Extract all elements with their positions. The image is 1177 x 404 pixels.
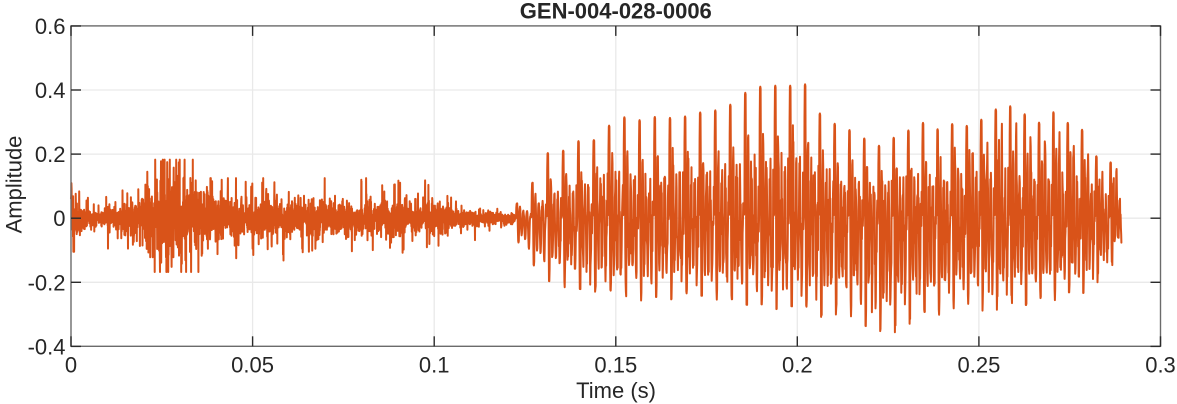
svg-text:Amplitude: Amplitude (1, 136, 26, 234)
svg-text:0.1: 0.1 (419, 352, 450, 377)
svg-text:0.05: 0.05 (231, 352, 274, 377)
svg-text:Time (s): Time (s) (576, 378, 656, 403)
svg-text:-0.4: -0.4 (28, 334, 66, 359)
svg-text:0.15: 0.15 (594, 352, 637, 377)
svg-text:0.2: 0.2 (35, 142, 66, 167)
svg-text:0.4: 0.4 (35, 78, 66, 103)
svg-text:0.25: 0.25 (957, 352, 1000, 377)
svg-text:0: 0 (53, 206, 65, 231)
svg-text:GEN-004-028-0006: GEN-004-028-0006 (520, 0, 712, 23)
svg-text:0.2: 0.2 (782, 352, 813, 377)
svg-text:0.6: 0.6 (35, 14, 66, 39)
svg-text:0: 0 (65, 352, 77, 377)
svg-text:0.3: 0.3 (1145, 352, 1176, 377)
svg-text:-0.2: -0.2 (28, 270, 66, 295)
